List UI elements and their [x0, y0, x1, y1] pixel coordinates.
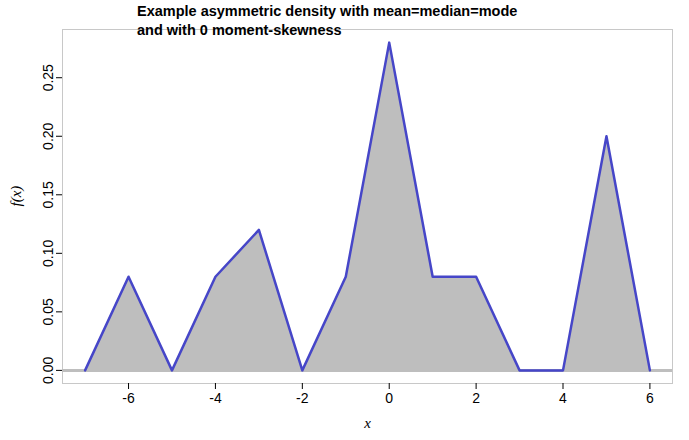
svg-text:2: 2 [472, 390, 480, 406]
svg-text:f(x): f(x) [8, 186, 25, 207]
svg-text:-4: -4 [209, 390, 222, 406]
svg-text:0.10: 0.10 [40, 239, 56, 266]
svg-text:0.15: 0.15 [40, 181, 56, 208]
svg-text:0.00: 0.00 [40, 357, 56, 384]
svg-text:x: x [363, 415, 371, 431]
html-text:Example asymmetric density wit: Example asymmetric density with mean=med… [137, 3, 518, 38]
svg-text:-2: -2 [296, 390, 309, 406]
svg-text:0.20: 0.20 [40, 122, 56, 149]
svg-text:0.25: 0.25 [40, 64, 56, 91]
svg-text:6: 6 [646, 390, 654, 406]
svg-text:0.05: 0.05 [40, 298, 56, 325]
svg-text:0: 0 [385, 390, 393, 406]
svg-text:4: 4 [559, 390, 567, 406]
svg-text:-6: -6 [122, 390, 135, 406]
